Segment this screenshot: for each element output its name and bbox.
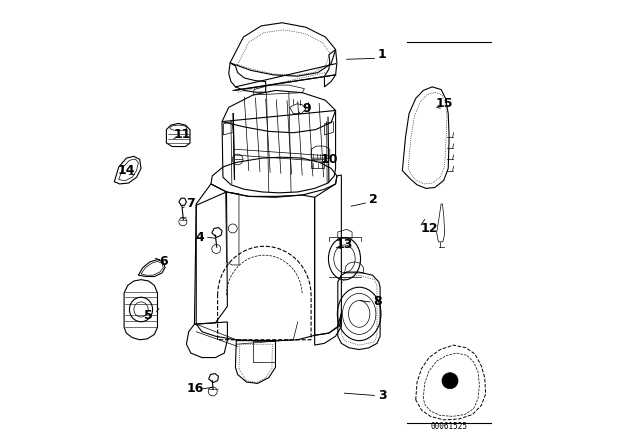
Text: 1: 1 <box>378 48 387 61</box>
Text: 14: 14 <box>118 164 135 177</box>
Text: 12: 12 <box>420 222 438 235</box>
Text: 7: 7 <box>186 198 195 211</box>
Text: 13: 13 <box>336 237 353 250</box>
Text: 9: 9 <box>302 102 311 115</box>
Text: 8: 8 <box>374 295 382 308</box>
Text: 4: 4 <box>195 231 204 244</box>
Circle shape <box>442 373 458 389</box>
Text: 6: 6 <box>159 255 168 268</box>
Text: 15: 15 <box>436 97 453 110</box>
Text: 2: 2 <box>369 193 378 206</box>
Text: 11: 11 <box>173 129 191 142</box>
Text: 5: 5 <box>144 309 153 322</box>
Text: 00061525: 00061525 <box>431 422 468 431</box>
Text: 10: 10 <box>320 153 338 166</box>
Text: 16: 16 <box>187 382 204 395</box>
Text: 3: 3 <box>378 389 387 402</box>
